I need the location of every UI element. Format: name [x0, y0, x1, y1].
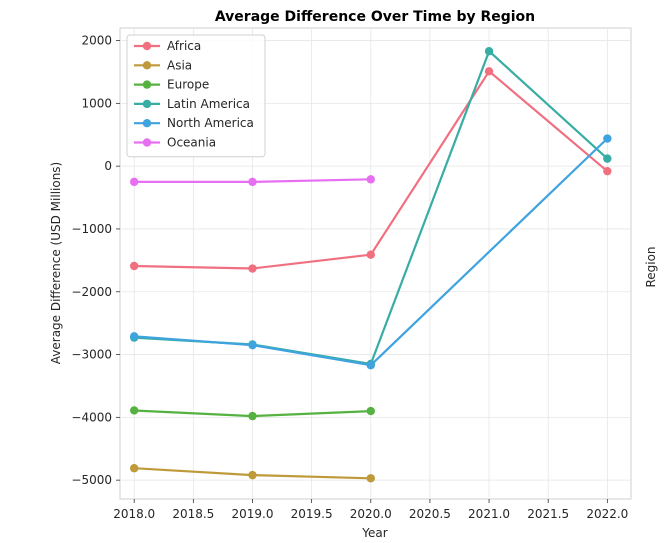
legend-marker-africa — [142, 41, 152, 51]
x-axis-label: Year — [361, 526, 387, 540]
legend-label-asia: Asia — [167, 58, 192, 72]
legend-marker-oceania — [142, 138, 152, 147]
legend-marker-north-america — [142, 119, 152, 128]
y-tick-label: −3000 — [71, 348, 112, 362]
y-tick-label: −4000 — [71, 410, 112, 424]
y-tick-label: 0 — [104, 159, 112, 173]
series-line-north-america — [134, 137, 609, 367]
x-tick-label: 2021.0 — [468, 507, 510, 521]
legend-label-europe: Europe — [167, 78, 209, 92]
data-point-europe — [366, 406, 375, 416]
data-point-africa — [248, 264, 257, 273]
x-tick-label: 2019.0 — [231, 507, 273, 521]
data-point-oceania — [129, 177, 139, 187]
x-tick-label: 2022.0 — [586, 507, 628, 521]
data-point-oceania — [248, 177, 257, 187]
data-point-africa — [603, 166, 612, 176]
data-point-europe — [248, 411, 257, 421]
legend-label-africa: Africa — [167, 39, 201, 53]
x-tick-label: 2019.5 — [291, 507, 333, 521]
region-side-label: Region — [644, 246, 658, 287]
axis-ticks: 2018.0 2018.5 2019.0 2019.5 2020.0 2020.5 2021… — [71, 34, 628, 521]
data-point-north-america — [603, 134, 612, 143]
data-point-north-america — [366, 361, 375, 370]
x-tick-label: 2020.5 — [409, 507, 451, 521]
y-tick-label: 2000 — [81, 34, 112, 48]
y-axis-label: Average Difference (USD Millions) — [49, 162, 63, 364]
legend-marker-europe — [142, 80, 152, 89]
data-point-north-america — [248, 340, 257, 350]
x-tick-label: 2020.0 — [350, 507, 392, 521]
y-tick-label: −5000 — [71, 473, 112, 487]
data-point-latin-america — [484, 47, 494, 56]
data-point-oceania — [366, 175, 375, 184]
legend: Africa Asia Europe Latin America North Ameri… — [126, 34, 266, 158]
data-point-asia — [129, 464, 139, 473]
legend-label-latin-america: Latin America — [167, 97, 250, 111]
data-point-asia — [248, 470, 257, 480]
data-point-latin-america — [603, 154, 612, 163]
data-point-africa — [129, 261, 139, 271]
y-tick-label: 1000 — [81, 96, 112, 110]
series-lines — [129, 47, 612, 483]
y-tick-label: −2000 — [71, 285, 112, 299]
data-point-asia — [366, 474, 375, 483]
data-point-europe — [129, 406, 139, 415]
x-tick-label: 2018.0 — [113, 507, 155, 521]
legend-label-oceania: Oceania — [167, 136, 216, 150]
legend-box — [126, 34, 266, 158]
legend-label-north-america: North America — [167, 116, 254, 130]
y-tick-label: −1000 — [71, 222, 112, 236]
data-point-north-america — [129, 332, 139, 341]
x-tick-label: 2018.5 — [172, 507, 214, 521]
data-point-africa — [366, 250, 375, 259]
chart-title: Average Difference Over Time by Region — [215, 9, 535, 25]
legend-marker-asia — [142, 61, 152, 70]
legend-marker-latin-america — [142, 99, 152, 109]
x-tick-label: 2021.5 — [527, 507, 569, 521]
data-point-africa — [484, 67, 494, 76]
